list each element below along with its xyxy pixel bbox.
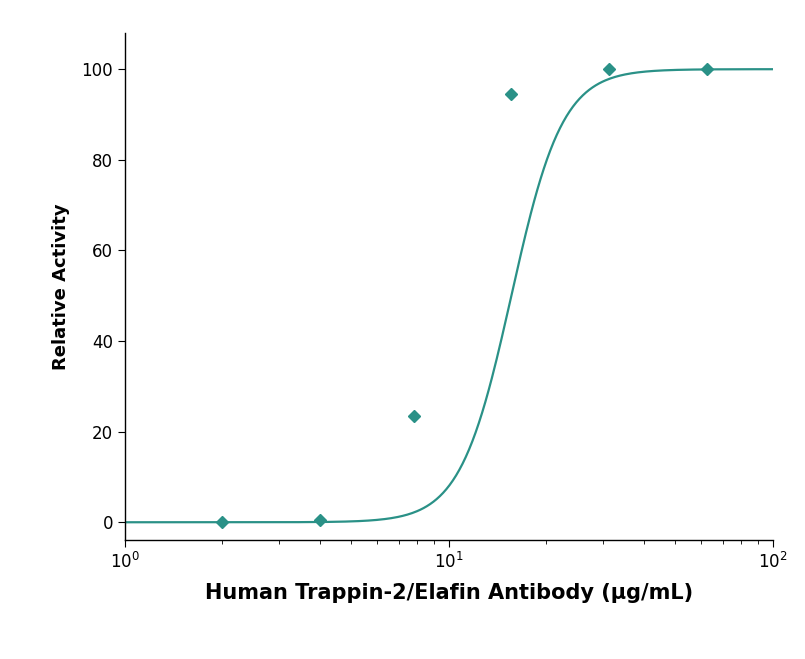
Y-axis label: Relative Activity: Relative Activity bbox=[52, 204, 70, 370]
X-axis label: Human Trappin-2/Elafin Antibody (µg/mL): Human Trappin-2/Elafin Antibody (µg/mL) bbox=[204, 583, 693, 604]
